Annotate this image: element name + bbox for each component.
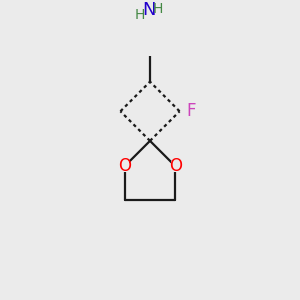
Text: O: O	[118, 157, 131, 175]
Text: F: F	[187, 102, 196, 120]
Text: N: N	[142, 1, 156, 19]
Bar	[171, 161, 180, 172]
Text: H: H	[152, 2, 163, 16]
Bar	[120, 161, 129, 172]
Text: O: O	[169, 157, 182, 175]
Bar	[136, 3, 164, 16]
Bar	[187, 106, 196, 117]
Text: H: H	[135, 8, 145, 22]
